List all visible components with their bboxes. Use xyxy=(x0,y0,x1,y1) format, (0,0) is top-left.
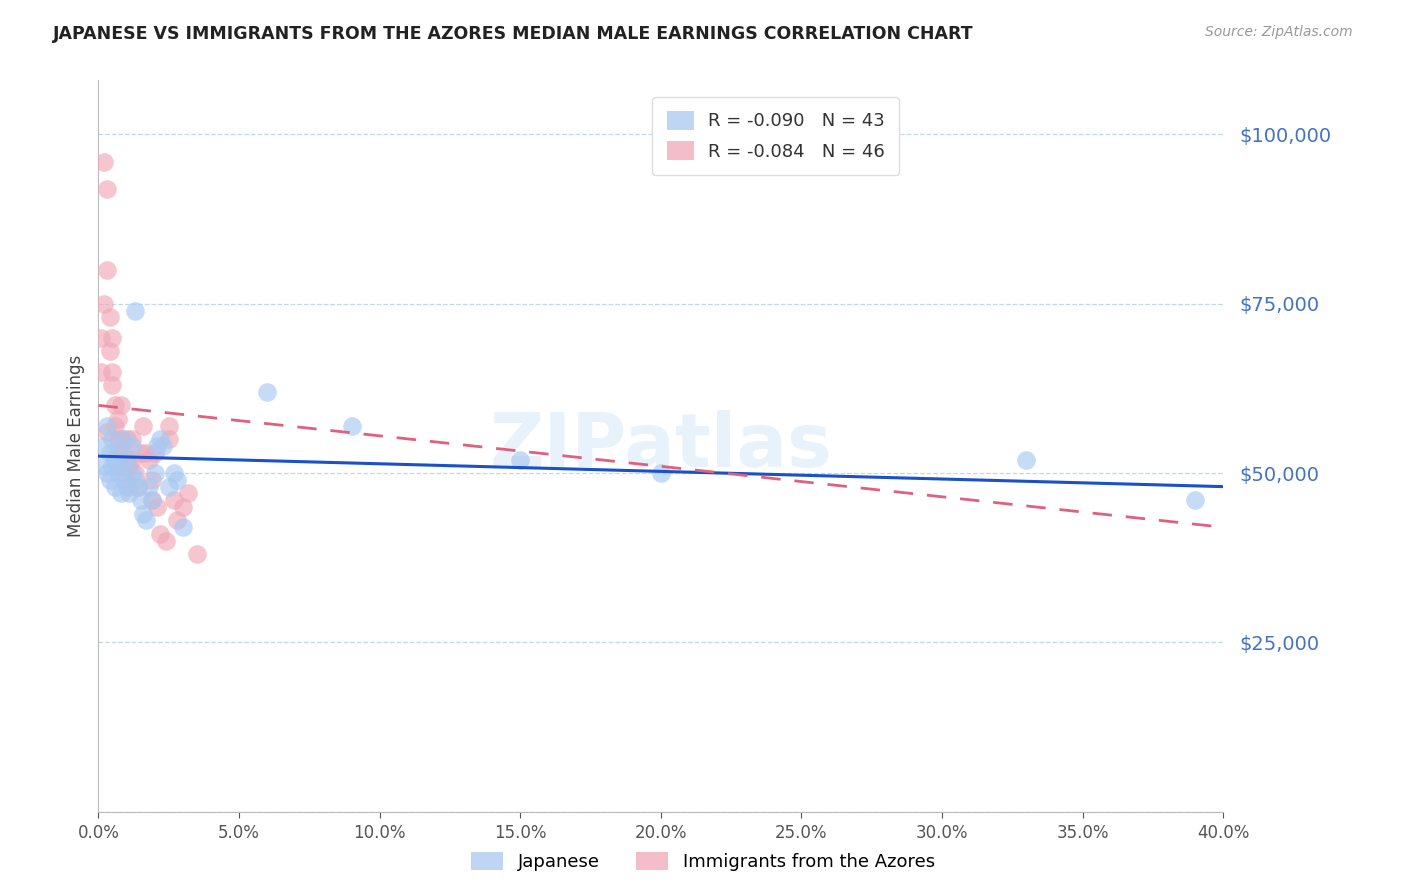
Point xyxy=(121,432,143,446)
Point xyxy=(1184,493,1206,508)
Point xyxy=(118,459,141,474)
Point xyxy=(124,473,146,487)
Point xyxy=(135,446,157,460)
Point xyxy=(101,432,124,446)
Point xyxy=(98,344,121,359)
Point xyxy=(115,452,138,467)
Point xyxy=(110,459,132,474)
Y-axis label: Median Male Earnings: Median Male Earnings xyxy=(66,355,84,537)
Point xyxy=(121,466,143,480)
Point xyxy=(101,364,124,378)
Point xyxy=(93,439,115,453)
Point xyxy=(141,473,163,487)
Point xyxy=(115,432,138,446)
Point xyxy=(143,446,166,460)
Point xyxy=(104,480,127,494)
Point xyxy=(118,486,141,500)
Legend: R = -0.090   N = 43, R = -0.084   N = 46: R = -0.090 N = 43, R = -0.084 N = 46 xyxy=(652,96,900,175)
Point xyxy=(141,493,163,508)
Point xyxy=(1015,452,1038,467)
Point xyxy=(104,398,127,412)
Point xyxy=(127,480,149,494)
Point xyxy=(138,480,160,494)
Point xyxy=(104,418,127,433)
Point xyxy=(93,154,115,169)
Point xyxy=(340,418,363,433)
Point xyxy=(96,181,118,195)
Point xyxy=(124,466,146,480)
Point xyxy=(152,439,174,453)
Point xyxy=(163,493,186,508)
Point xyxy=(121,452,143,467)
Point xyxy=(155,533,177,548)
Point xyxy=(110,486,132,500)
Point xyxy=(90,364,112,378)
Point xyxy=(149,527,172,541)
Text: Source: ZipAtlas.com: Source: ZipAtlas.com xyxy=(1205,25,1353,39)
Point xyxy=(112,473,135,487)
Point xyxy=(157,480,180,494)
Point xyxy=(112,432,135,446)
Point xyxy=(177,486,200,500)
Point xyxy=(101,331,124,345)
Point xyxy=(110,432,132,446)
Point xyxy=(132,507,155,521)
Point xyxy=(101,378,124,392)
Point xyxy=(157,432,180,446)
Point xyxy=(104,452,127,467)
Point xyxy=(93,459,115,474)
Point xyxy=(96,263,118,277)
Point xyxy=(141,493,163,508)
Point xyxy=(110,446,132,460)
Point xyxy=(98,473,121,487)
Text: JAPANESE VS IMMIGRANTS FROM THE AZORES MEDIAN MALE EARNINGS CORRELATION CHART: JAPANESE VS IMMIGRANTS FROM THE AZORES M… xyxy=(53,25,974,43)
Point xyxy=(118,480,141,494)
Point xyxy=(172,520,194,534)
Point xyxy=(129,446,152,460)
Point xyxy=(146,439,169,453)
Point xyxy=(96,466,118,480)
Point xyxy=(112,466,135,480)
Point xyxy=(96,425,118,440)
Point xyxy=(107,446,129,460)
Point xyxy=(121,439,143,453)
Point xyxy=(112,446,135,460)
Point xyxy=(129,493,152,508)
Point xyxy=(509,452,531,467)
Point xyxy=(650,466,672,480)
Point xyxy=(96,418,118,433)
Point xyxy=(135,514,157,528)
Point xyxy=(93,297,115,311)
Point xyxy=(166,473,188,487)
Point xyxy=(143,466,166,480)
Point xyxy=(107,412,129,426)
Point xyxy=(132,418,155,433)
Point xyxy=(98,310,121,325)
Point xyxy=(98,446,121,460)
Point xyxy=(115,480,138,494)
Point xyxy=(256,384,278,399)
Point xyxy=(124,303,146,318)
Point xyxy=(107,466,129,480)
Point xyxy=(110,398,132,412)
Point xyxy=(157,418,180,433)
Point xyxy=(186,547,208,561)
Point xyxy=(149,432,172,446)
Point xyxy=(146,500,169,514)
Point xyxy=(172,500,194,514)
Point xyxy=(107,432,129,446)
Point xyxy=(138,452,160,467)
Point xyxy=(115,452,138,467)
Point xyxy=(90,331,112,345)
Point xyxy=(166,514,188,528)
Text: ZIPatlas: ZIPatlas xyxy=(489,409,832,483)
Point xyxy=(101,459,124,474)
Legend: Japanese, Immigrants from the Azores: Japanese, Immigrants from the Azores xyxy=(464,845,942,879)
Point xyxy=(163,466,186,480)
Point xyxy=(127,480,149,494)
